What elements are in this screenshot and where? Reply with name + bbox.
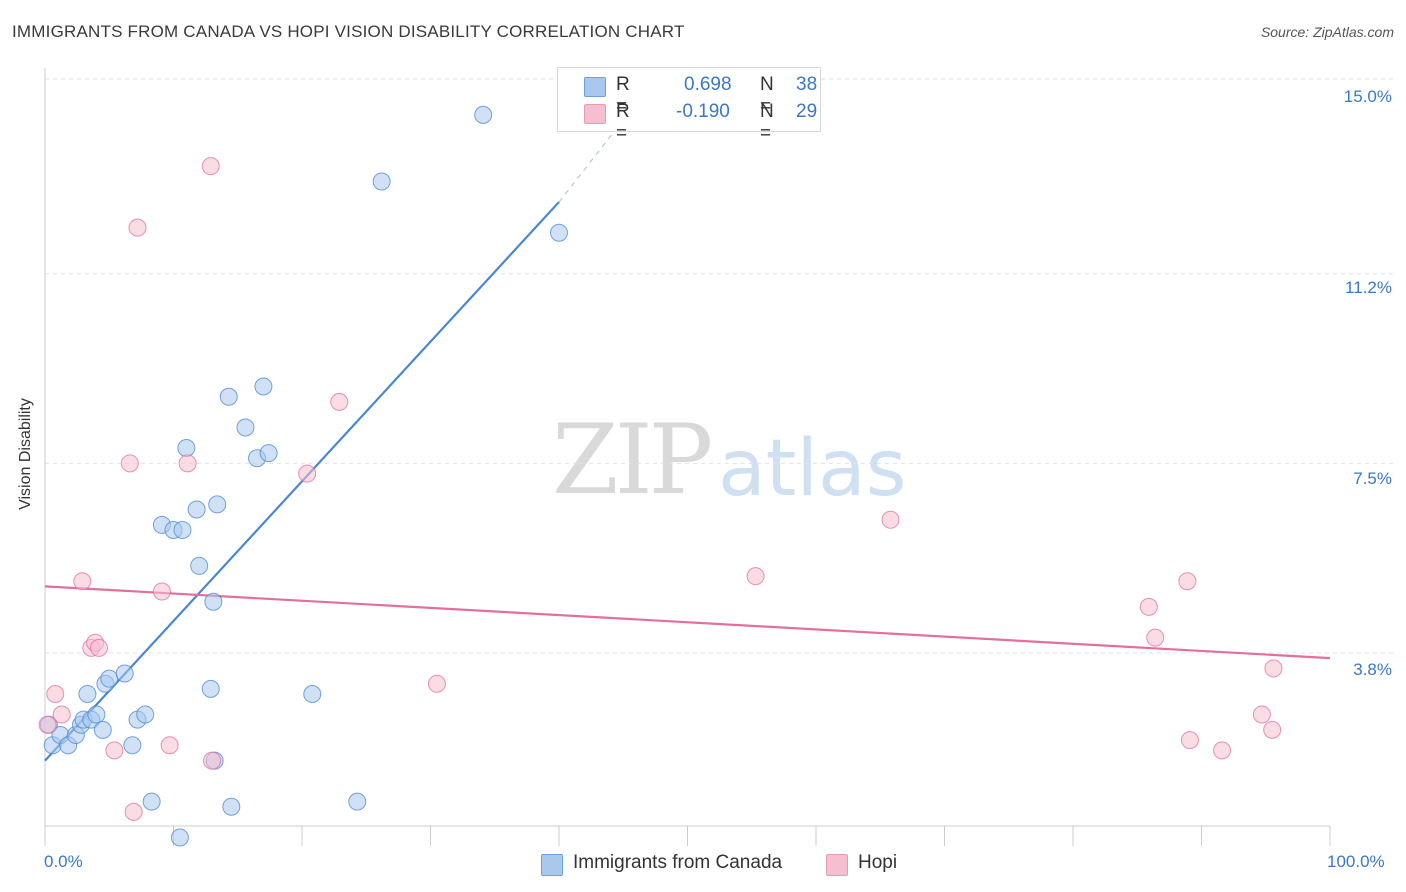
data-point-canada [474, 105, 493, 124]
data-point-canada [348, 792, 367, 811]
legend-r-value: 0.698 [684, 74, 732, 95]
data-point-canada [100, 669, 119, 688]
x-tick-label-max: 100.0% [1327, 852, 1385, 871]
data-point-hopi [160, 736, 179, 755]
data-point-canada [222, 797, 241, 816]
data-point-canada [123, 736, 142, 755]
legend-r-value: -0.190 [676, 101, 730, 122]
chart-title: IMMIGRANTS FROM CANADA VS HOPI VISION DI… [12, 22, 685, 41]
data-point-hopi [38, 715, 57, 734]
data-point-hopi [120, 454, 139, 473]
legend-r-label: R = [616, 101, 630, 144]
trend-lines [44, 119, 1331, 762]
bottom-legend-label-hopi: Hopi [858, 852, 898, 873]
data-point-canada [115, 664, 134, 683]
legend-n-value: 29 [796, 101, 818, 122]
data-point-canada [201, 679, 220, 698]
y-tick-label-15-0: 15.0% [1343, 87, 1392, 106]
data-point-hopi [128, 218, 147, 237]
trend-extension-canada [558, 119, 624, 203]
data-point-hopi [105, 741, 124, 760]
y-tick-label-3-8: 3.8% [1353, 660, 1392, 679]
data-point-hopi [330, 392, 349, 411]
data-point-canada [187, 500, 206, 519]
data-point-hopi [298, 464, 317, 483]
data-point-hopi [1213, 741, 1232, 760]
y-tick-label-11-2: 11.2% [1345, 278, 1392, 297]
watermark-zip: ZIP [552, 404, 713, 516]
data-point-hopi [1146, 628, 1165, 647]
legend-r-label: R = [616, 74, 630, 117]
correlation-legend: R = 0.698 N = 38 R = -0.190 N = 29 [557, 67, 821, 144]
bottom-legend-label-canada: Immigrants from Canada [573, 852, 783, 873]
data-point-canada [93, 720, 112, 739]
data-point-canada [173, 521, 192, 539]
data-point-hopi [1180, 731, 1199, 750]
data-point-canada [190, 556, 209, 575]
source-credit: Source: ZipAtlas.com [1260, 24, 1394, 40]
trend-line-hopi [44, 585, 1331, 660]
data-point-canada [303, 685, 322, 703]
data-point-hopi [73, 572, 92, 591]
y-tick-label-7-5: 7.5% [1353, 469, 1392, 488]
data-point-canada [254, 377, 273, 396]
data-point-hopi [203, 751, 222, 770]
data-point-hopi [152, 582, 171, 601]
x-tick-label-min: 0.0% [44, 852, 83, 871]
data-point-hopi [201, 157, 220, 176]
data-point-hopi [52, 705, 71, 724]
grid-lines [45, 78, 1395, 654]
data-point-canada [259, 444, 278, 463]
watermark-atlas: atlas [718, 424, 907, 514]
data-points [38, 105, 1283, 847]
data-point-hopi [46, 685, 65, 703]
data-point-canada [204, 592, 223, 611]
legend-swatch-canada [584, 77, 606, 97]
data-point-canada [78, 685, 97, 703]
data-point-hopi [124, 802, 143, 821]
data-point-hopi [746, 567, 765, 586]
legend-n-label: N = [760, 74, 774, 117]
data-point-hopi [1264, 659, 1283, 678]
data-point-hopi [1252, 705, 1271, 724]
data-point-canada [236, 418, 255, 437]
data-point-hopi [427, 674, 446, 693]
data-point-canada [177, 439, 196, 457]
data-point-canada [550, 223, 568, 242]
data-point-canada [208, 495, 227, 514]
bottom-legend-swatch-canada [541, 854, 563, 876]
data-point-canada [372, 172, 391, 191]
data-point-hopi [178, 454, 197, 473]
legend-swatch-hopi [584, 104, 606, 124]
data-point-canada [170, 828, 189, 847]
bottom-legend-swatch-hopi [826, 854, 848, 876]
legend-n-value: 38 [796, 74, 818, 95]
data-point-canada [87, 705, 106, 724]
data-point-canada [142, 792, 161, 811]
data-point-hopi [1178, 572, 1197, 591]
data-point-canada [219, 387, 238, 406]
legend-n-label: N = [760, 101, 774, 144]
data-point-hopi [89, 638, 108, 657]
data-point-hopi [881, 510, 900, 529]
axes [44, 68, 1331, 846]
data-point-hopi [1139, 597, 1158, 616]
data-point-hopi [1263, 720, 1282, 739]
data-point-canada [136, 705, 155, 724]
